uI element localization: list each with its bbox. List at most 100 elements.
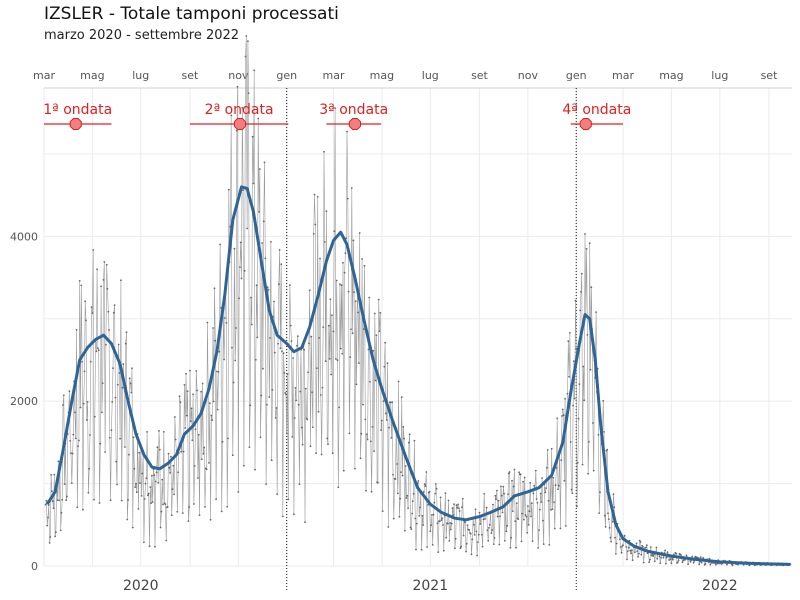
daily-point: [326, 437, 329, 440]
daily-point: [224, 317, 226, 319]
daily-point: [402, 426, 405, 428]
daily-point: [357, 311, 359, 314]
daily-point: [243, 269, 246, 272]
daily-point: [148, 545, 151, 548]
daily-point: [555, 467, 558, 469]
daily-point: [293, 513, 295, 516]
x-tick-label: lug: [711, 69, 728, 82]
daily-point: [691, 555, 693, 558]
daily-point: [413, 439, 416, 442]
daily-point: [150, 502, 153, 504]
daily-point: [118, 372, 121, 374]
daily-point: [483, 493, 486, 495]
year-label: 2021: [412, 578, 448, 594]
daily-point: [116, 483, 118, 486]
daily-point: [366, 438, 369, 441]
daily-point: [625, 546, 628, 548]
daily-point: [62, 394, 65, 397]
daily-point: [362, 403, 364, 406]
daily-point: [481, 533, 483, 536]
daily-point: [582, 365, 585, 368]
daily-point: [401, 474, 404, 477]
daily-point: [534, 469, 537, 472]
daily-point: [497, 499, 500, 502]
daily-point: [332, 330, 335, 333]
daily-point: [704, 562, 707, 565]
daily-point: [62, 404, 64, 406]
daily-point: [434, 492, 436, 495]
wave-peak-marker: [233, 118, 246, 130]
daily-point: [381, 510, 384, 512]
daily-point: [363, 264, 366, 267]
daily-point: [501, 511, 504, 514]
daily-point: [384, 341, 386, 344]
daily-point: [495, 498, 497, 500]
daily-point: [598, 512, 601, 514]
daily-point: [670, 562, 673, 565]
daily-point: [444, 492, 447, 494]
daily-point: [473, 523, 475, 526]
daily-point: [533, 484, 536, 487]
daily-point: [177, 471, 180, 474]
daily-point: [462, 534, 465, 537]
daily-point: [540, 501, 543, 503]
daily-point: [157, 481, 160, 484]
daily-point: [143, 498, 146, 500]
x-tick-label: nov: [228, 69, 249, 82]
daily-point: [55, 531, 57, 533]
daily-point: [588, 242, 591, 245]
daily-point: [427, 504, 429, 506]
daily-point: [447, 499, 450, 502]
daily-point: [577, 417, 580, 420]
daily-point: [471, 538, 474, 541]
daily-point: [450, 528, 452, 531]
daily-point: [162, 503, 164, 506]
daily-point: [111, 401, 114, 403]
daily-point: [105, 263, 108, 266]
daily-point: [421, 514, 424, 517]
x-tick-label: lug: [422, 69, 439, 82]
daily-point: [731, 564, 734, 567]
daily-point: [377, 481, 379, 484]
daily-point: [254, 468, 256, 471]
daily-point: [248, 446, 251, 448]
daily-point: [613, 506, 616, 509]
daily-point: [85, 319, 87, 322]
daily-point: [709, 563, 712, 566]
daily-point: [569, 332, 571, 334]
daily-point: [83, 370, 86, 373]
daily-point: [578, 383, 581, 385]
daily-point: [345, 237, 348, 240]
daily-point: [330, 373, 332, 376]
daily-point: [470, 553, 473, 556]
daily-point: [410, 528, 413, 530]
daily-point: [554, 484, 557, 487]
daily-point: [265, 483, 267, 485]
daily-point: [324, 360, 327, 363]
daily-point: [520, 540, 523, 543]
daily-point: [252, 182, 255, 185]
daily-point: [99, 442, 102, 445]
daily-point: [468, 529, 471, 531]
daily-point: [373, 450, 375, 452]
daily-point: [435, 487, 438, 490]
daily-point: [590, 286, 593, 289]
daily-point: [89, 360, 92, 363]
daily-point: [347, 290, 350, 293]
daily-point: [452, 514, 455, 516]
daily-point: [204, 506, 206, 508]
daily-point: [339, 347, 342, 350]
daily-point: [328, 357, 331, 360]
daily-point: [604, 526, 607, 528]
daily-point: [264, 257, 267, 260]
daily-point: [464, 521, 467, 524]
daily-point: [53, 473, 56, 476]
daily-point: [158, 430, 160, 432]
daily-point: [523, 518, 525, 521]
daily-point: [530, 515, 532, 518]
daily-point: [244, 55, 247, 58]
year-label: 2020: [123, 578, 159, 594]
daily-point: [642, 545, 644, 548]
daily-point: [297, 403, 300, 406]
